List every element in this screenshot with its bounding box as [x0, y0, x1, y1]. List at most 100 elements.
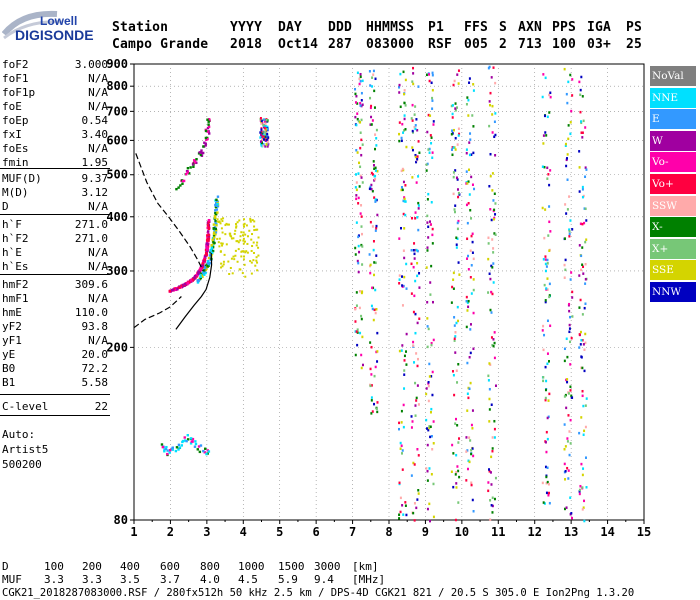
sse-dot — [237, 248, 240, 251]
band-dot — [566, 208, 569, 211]
band-dot — [468, 436, 471, 439]
sse-dot — [251, 219, 254, 222]
sse-dot — [246, 251, 249, 254]
band-dot — [544, 269, 547, 273]
band-dot — [373, 196, 376, 199]
band-dot — [403, 197, 406, 201]
band-dot — [359, 72, 362, 76]
sse-dot — [245, 224, 248, 227]
band-dot — [563, 447, 566, 451]
echo-dot — [206, 137, 209, 141]
band-dot — [431, 99, 434, 102]
band-dot — [563, 507, 566, 511]
band-dot — [487, 236, 490, 240]
band-dot — [359, 75, 362, 79]
band-dot — [372, 69, 375, 73]
band-dot — [454, 102, 457, 105]
band-dot — [571, 228, 574, 231]
band-dot — [455, 453, 458, 457]
band-dot — [547, 234, 550, 237]
band-dot — [546, 258, 549, 262]
band-dot — [489, 152, 492, 156]
band-dot — [582, 467, 585, 470]
band-dot — [376, 331, 379, 335]
sse-dot — [252, 259, 255, 262]
band-dot — [376, 350, 379, 353]
band-dot — [410, 292, 413, 295]
sse-dot — [229, 232, 232, 235]
band-dot — [356, 151, 359, 154]
band-dot — [455, 243, 458, 246]
band-dot — [472, 83, 475, 86]
band-dot — [260, 133, 263, 136]
band-dot — [361, 181, 364, 184]
band-dot — [405, 145, 408, 149]
legend-item: NNW — [650, 281, 696, 302]
sse-dot — [254, 228, 257, 231]
echo-dot — [165, 445, 168, 449]
band-dot — [581, 473, 584, 477]
echo-dot — [177, 448, 180, 451]
sse-dot — [244, 251, 247, 254]
footer-d-value: 400 — [120, 560, 140, 573]
band-dot — [370, 104, 373, 108]
band-dot — [417, 201, 420, 205]
band-dot — [359, 146, 362, 150]
band-dot — [432, 120, 435, 123]
band-dot — [489, 471, 492, 474]
band-dot — [398, 513, 401, 516]
band-dot — [546, 115, 549, 119]
band-dot — [566, 178, 569, 181]
echo-dot — [194, 440, 197, 443]
band-dot — [373, 89, 376, 93]
band-dot — [580, 131, 583, 134]
band-dot — [458, 475, 461, 479]
band-dot — [457, 195, 460, 199]
band-dot — [544, 396, 547, 400]
param-value: 271.0 — [74, 232, 108, 245]
echo-dot — [196, 281, 200, 284]
band-dot — [471, 447, 474, 450]
band-dot — [412, 461, 415, 465]
band-dot — [563, 347, 566, 351]
band-dot — [416, 155, 419, 158]
band-dot — [542, 501, 545, 504]
footer-d-value: 200 — [82, 560, 102, 573]
x-tick-label: 9 — [422, 525, 429, 539]
sse-dot — [242, 242, 245, 245]
band-dot — [545, 491, 548, 495]
band-dot — [465, 325, 468, 329]
legend-item: W — [650, 130, 696, 151]
band-dot — [429, 425, 432, 429]
x-tick-label: 7 — [349, 525, 356, 539]
band-dot — [578, 244, 581, 247]
echo-dot — [205, 242, 208, 245]
param-name: B1 — [2, 376, 16, 389]
band-dot — [432, 482, 435, 486]
band-dot — [566, 437, 569, 440]
band-dot — [414, 153, 417, 157]
band-dot — [469, 132, 472, 135]
band-dot — [430, 200, 433, 204]
band-dot — [410, 426, 413, 429]
band-dot — [491, 172, 494, 175]
band-dot — [545, 475, 548, 479]
band-dot — [403, 227, 406, 230]
x-tick-label: 12 — [527, 525, 541, 539]
band-dot — [548, 491, 551, 495]
band-dot — [492, 281, 495, 284]
band-dot — [372, 164, 375, 167]
band-dot — [546, 177, 549, 180]
band-dot — [569, 442, 572, 445]
band-dot — [401, 167, 404, 171]
param-name: foF2 — [2, 58, 29, 71]
band-dot — [361, 143, 364, 146]
band-dot — [398, 139, 401, 143]
band-dot — [564, 268, 567, 272]
band-dot — [354, 92, 357, 96]
band-dot — [547, 399, 550, 402]
param-name: MUF(D) — [2, 172, 42, 185]
band-dot — [452, 83, 455, 87]
param-name: h`Es — [2, 260, 29, 273]
band-dot — [489, 308, 492, 312]
